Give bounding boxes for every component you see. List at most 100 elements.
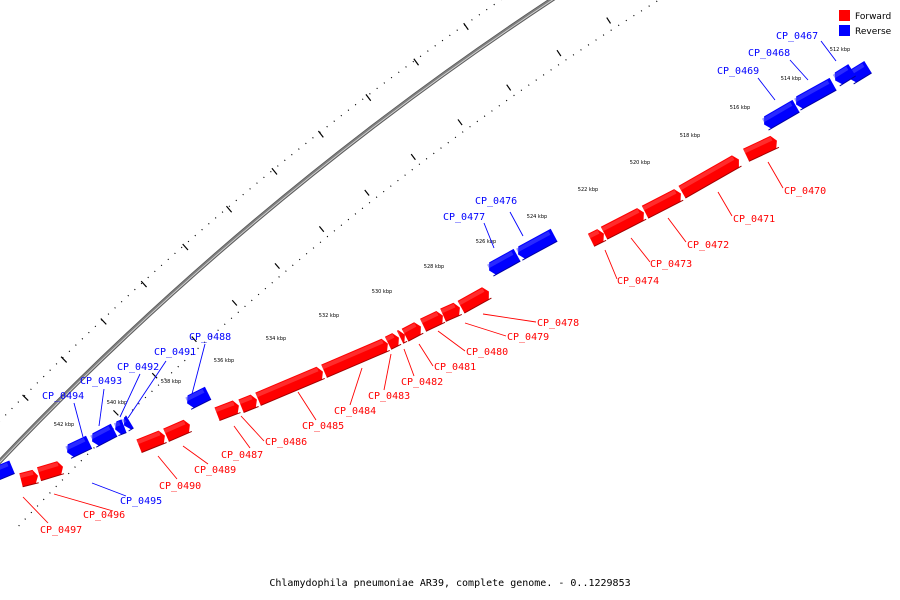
gene-cp-0481-label: CP_0481: [434, 362, 476, 373]
gene-cp-0479-arrow-edge: [445, 313, 463, 322]
gene-cp-0497-leader: [22, 496, 49, 524]
gene-cp-0483-arrow-edge: [390, 343, 402, 350]
gene-cp-0495-arrow-shade: [0, 462, 9, 470]
gene-cp-0487-arrow-edge: [219, 412, 241, 422]
gene-cp-0472-arrow-edge: [647, 199, 684, 219]
gene-cp-0483-leader: [383, 353, 392, 391]
gene-cp-0480-label: CP_0480: [466, 347, 508, 358]
tick-mark-inner: [413, 58, 420, 66]
gene-cp-0470-arrow-edge: [748, 146, 780, 162]
tick-mark-inner: [463, 22, 469, 31]
gene-cp-0485-leader: [297, 391, 317, 421]
gene-cp-0494-arrow-shade: [65, 437, 86, 451]
gene-cp-0468-label: CP_0468: [748, 48, 790, 59]
gene-cp-0474-arrow-shade: [588, 230, 600, 239]
gene-cp-0497-arrow-shade: [19, 470, 34, 479]
tick-mark-outer: [506, 84, 512, 91]
tick-mark-outer: [274, 262, 280, 270]
gene-cp-0483-arrow-shade: [385, 334, 395, 342]
tick-mark-inner: [22, 394, 29, 402]
gene-cp-0491-arrow-edge: [128, 427, 134, 432]
gene-cp-0469-arrow: [764, 99, 800, 129]
gene-cp-0478-leader: [482, 313, 537, 323]
legend-label-forward: Forward: [855, 12, 891, 22]
gene-cp-0472-label: CP_0472: [687, 240, 729, 251]
gene-cp-0471-leader: [717, 191, 733, 217]
tick-mark-inner: [100, 318, 107, 325]
backbone-highlight: [0, 0, 554, 463]
gene-cp-0496-label: CP_0496: [83, 510, 125, 521]
tick-mark-outer: [364, 189, 370, 196]
tick-mark-inner: [225, 205, 233, 213]
gene-cp-0481-arrow-edge: [408, 332, 424, 342]
gene-cp-0477-arrow-edge: [493, 260, 521, 277]
gene-cp-0489-arrow-edge: [168, 430, 192, 442]
gene-cp-0470-leader: [767, 161, 784, 189]
gene-cp-0488-label: CP_0488: [189, 332, 231, 343]
gene-cp-0471-arrow-edge: [685, 165, 742, 199]
gene-cp-0489-arrow-shade: [163, 420, 186, 434]
gene-cp-0492-leader: [119, 373, 141, 418]
tick-label: 512 kbp: [830, 47, 850, 53]
gene-cp-0478-arrow: [457, 287, 489, 314]
tick-mark-outer: [151, 372, 158, 379]
gene-cp-0480-arrow-shade: [420, 311, 439, 324]
gene-cp-0497-arrow-edge: [22, 482, 39, 488]
gene-cp-0477-arrow: [489, 248, 521, 275]
gene-cp-0488-arrow-shade: [185, 389, 205, 402]
gene-cp-0488-arrow-edge: [190, 398, 212, 410]
gene-cp-0477-leader: [483, 222, 495, 249]
tick-mark-inner: [182, 243, 189, 251]
gene-cp-0467-label: CP_0467: [776, 31, 818, 42]
gene-cp-0479-arrow-shade: [440, 303, 456, 314]
tick-mark-inner: [317, 130, 324, 138]
gene-cp-0496-leader: [53, 493, 114, 512]
gene-cp-0496-arrow-edge: [40, 473, 65, 482]
gene-cp-0480-leader: [437, 330, 466, 352]
gene-cp-0493-arrow: [92, 423, 118, 446]
tick-label: 526 kbp: [476, 239, 496, 245]
gene-cp-0490-arrow-edge: [141, 442, 167, 453]
tick-mark-outer: [318, 225, 325, 233]
gene-cp-0468-arrow: [834, 64, 856, 85]
gene-cp-0473-arrow: [600, 208, 644, 240]
gene-cp-0486-leader: [240, 415, 265, 442]
gene-cp-0470-arrow-shade: [743, 136, 773, 154]
gene-cp-0469-arrow-edge: [800, 89, 837, 111]
tick-label: 530 kbp: [372, 289, 392, 295]
gene-cp-0484-arrow-shade: [321, 339, 384, 370]
gene-cp-0490-leader: [157, 455, 178, 480]
gene-cp-0471-arrow: [678, 155, 739, 199]
gene-cp-0491-arrow: [124, 416, 134, 430]
gene-cp-0488-leader: [191, 343, 206, 395]
legend-swatch-forward: [839, 10, 850, 21]
gene-cp-0480-arrow-edge: [425, 321, 446, 332]
gene-cp-0472-arrow-shade: [642, 190, 677, 211]
tick-label: 528 kbp: [424, 264, 444, 270]
legend-swatch-reverse: [839, 25, 850, 36]
gene-cp-0472-arrow: [641, 189, 681, 219]
gene-cp-0482-leader: [403, 348, 415, 377]
gene-cp-0476-leader: [509, 211, 524, 237]
gene-cp-0476-arrow: [518, 228, 558, 259]
gene-cp-0467-arrow-edge: [853, 72, 872, 85]
tick-label: 538 kbp: [161, 379, 181, 385]
gene-cp-0472-leader: [667, 217, 687, 243]
gene-cp-0491-arrow-shade: [121, 418, 127, 424]
gene-cp-0493-label: CP_0493: [80, 376, 122, 387]
gene-cp-0476-arrow-shade: [516, 231, 551, 253]
tick-mark-outer: [606, 17, 612, 24]
gene-cp-0477-label: CP_0477: [443, 212, 485, 223]
gene-cp-0469-arrow: [796, 77, 837, 109]
gene-cp-0487-label: CP_0487: [221, 450, 263, 461]
gene-cp-0495-label: CP_0495: [120, 496, 162, 507]
gene-cp-0482-label: CP_0482: [401, 377, 443, 388]
gene-cp-0482-arrow-shade: [397, 331, 401, 336]
gene-cp-0468-arrow-edge: [839, 75, 856, 87]
gene-cp-0489-label: CP_0489: [194, 465, 236, 476]
gene-cp-0486-label: CP_0486: [265, 437, 307, 448]
gene-cp-0484-arrow-edge: [326, 349, 390, 378]
tick-label: 520 kbp: [630, 160, 650, 166]
gene-cp-0488-arrow: [187, 386, 212, 408]
gene-cp-0468-leader: [789, 59, 809, 81]
